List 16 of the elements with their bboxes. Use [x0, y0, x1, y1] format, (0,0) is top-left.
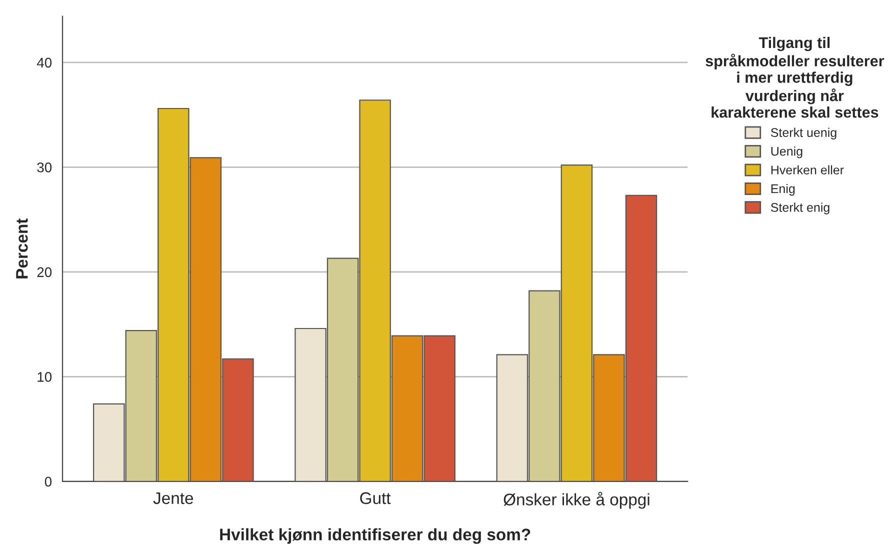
x-tick-label: Ønsker ikke å oppgi: [504, 492, 650, 509]
legend-label: Uenig: [771, 146, 802, 158]
y-tick-label: 20: [37, 267, 52, 278]
y-tick-label: 30: [37, 162, 52, 172]
legend-label: Enig: [771, 184, 795, 196]
legend-label: Sterkt enig: [770, 202, 830, 214]
legend-label: Sterkt uenig: [770, 128, 836, 140]
y-tick-label: 10: [38, 372, 52, 382]
legend-title: Tilgang til språkmodeller resulterer i mer urettferdig vurdering når karakterene skal settes: [706, 36, 884, 118]
y-tick-label: 0: [44, 476, 52, 487]
legend-label: Hverken eller: [771, 165, 844, 174]
y-axis-title: Percent: [16, 218, 28, 278]
y-tick-label: 40: [36, 58, 52, 68]
x-tick-label: Jente: [153, 492, 194, 504]
x-tick-label: Gutt: [360, 492, 391, 504]
x-axis-title: Hvilket kjønn identifiserer du deg som?: [220, 528, 530, 544]
